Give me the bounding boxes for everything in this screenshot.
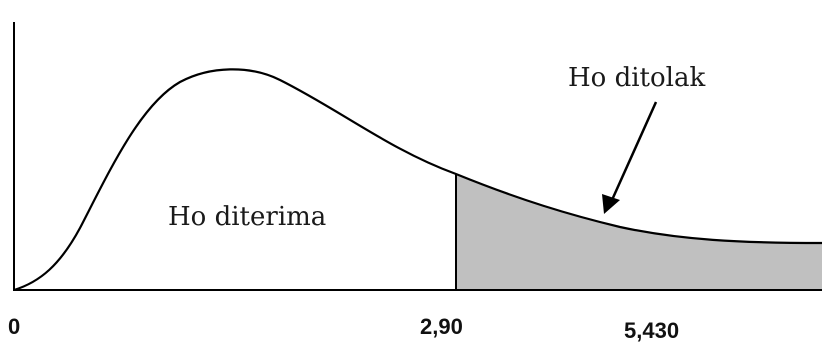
accept-region-label: Ho diterima bbox=[168, 202, 326, 232]
reject-arrow bbox=[610, 101, 658, 201]
reject-arrow-head bbox=[602, 194, 620, 214]
reject-region-label: Ho ditolak bbox=[568, 63, 705, 93]
x-tick-label-statistic: 5,430 bbox=[624, 318, 679, 342]
x-tick-label-critical: 2,90 bbox=[420, 314, 463, 339]
density-curve bbox=[13, 68, 822, 292]
rejection-region bbox=[456, 174, 822, 290]
x-tick-label-0: 0 bbox=[8, 314, 20, 339]
